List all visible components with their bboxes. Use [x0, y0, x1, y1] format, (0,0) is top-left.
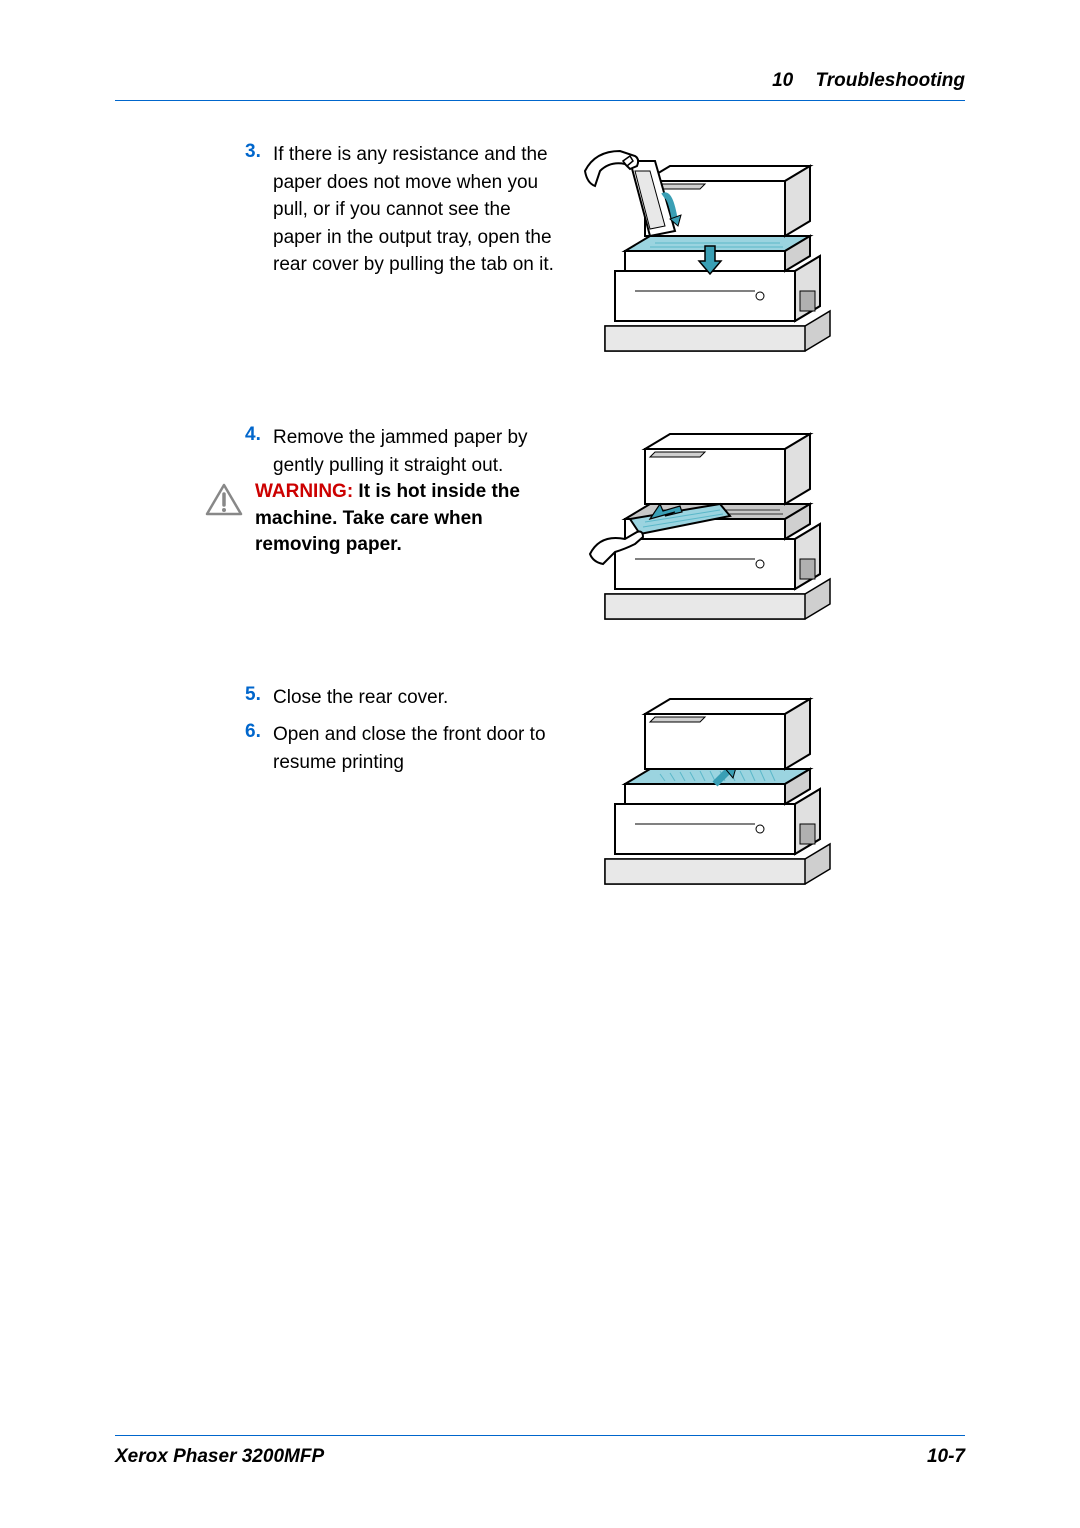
step-text: Remove the jammed paper by gently pullin… — [273, 424, 555, 479]
chapter-title: Troubleshooting — [815, 70, 965, 91]
footer-page-number: 10-7 — [927, 1446, 965, 1468]
warning-block: WARNING: It is hot inside the machine. T… — [115, 479, 555, 559]
step-number: 4. — [245, 424, 273, 446]
printer-diagram-close-cover — [575, 684, 840, 914]
footer-product: Xerox Phaser 3200MFP — [115, 1446, 324, 1468]
step-number: 6. — [245, 721, 273, 776]
warning-text: WARNING: It is hot inside the machine. T… — [255, 479, 555, 559]
page-footer: Xerox Phaser 3200MFP 10-7 — [115, 1435, 965, 1468]
steps-5-6: 5. Close the rear cover. 6. Open and clo… — [115, 684, 965, 919]
step-text: Close the rear cover. — [273, 684, 448, 712]
step-number: 3. — [245, 141, 273, 163]
step-6: 6. Open and close the front door to resu… — [245, 721, 555, 776]
step-number: 5. — [245, 684, 273, 712]
step-3: 3. If there is any resistance and the pa… — [115, 141, 965, 396]
step-text: Open and close the front door to resume … — [273, 721, 555, 776]
content-area: 3. If there is any resistance and the pa… — [115, 141, 965, 1435]
step-5: 5. Close the rear cover. — [245, 684, 555, 712]
warning-label: WARNING: — [255, 481, 353, 502]
warning-icon — [205, 483, 243, 517]
chapter-number: 10 — [772, 70, 793, 91]
step-text: If there is any resistance and the paper… — [273, 141, 555, 279]
page-header: 10 Troubleshooting — [115, 70, 965, 101]
printer-diagram-remove-paper — [575, 424, 840, 649]
printer-diagram-rear-cover — [575, 141, 840, 391]
